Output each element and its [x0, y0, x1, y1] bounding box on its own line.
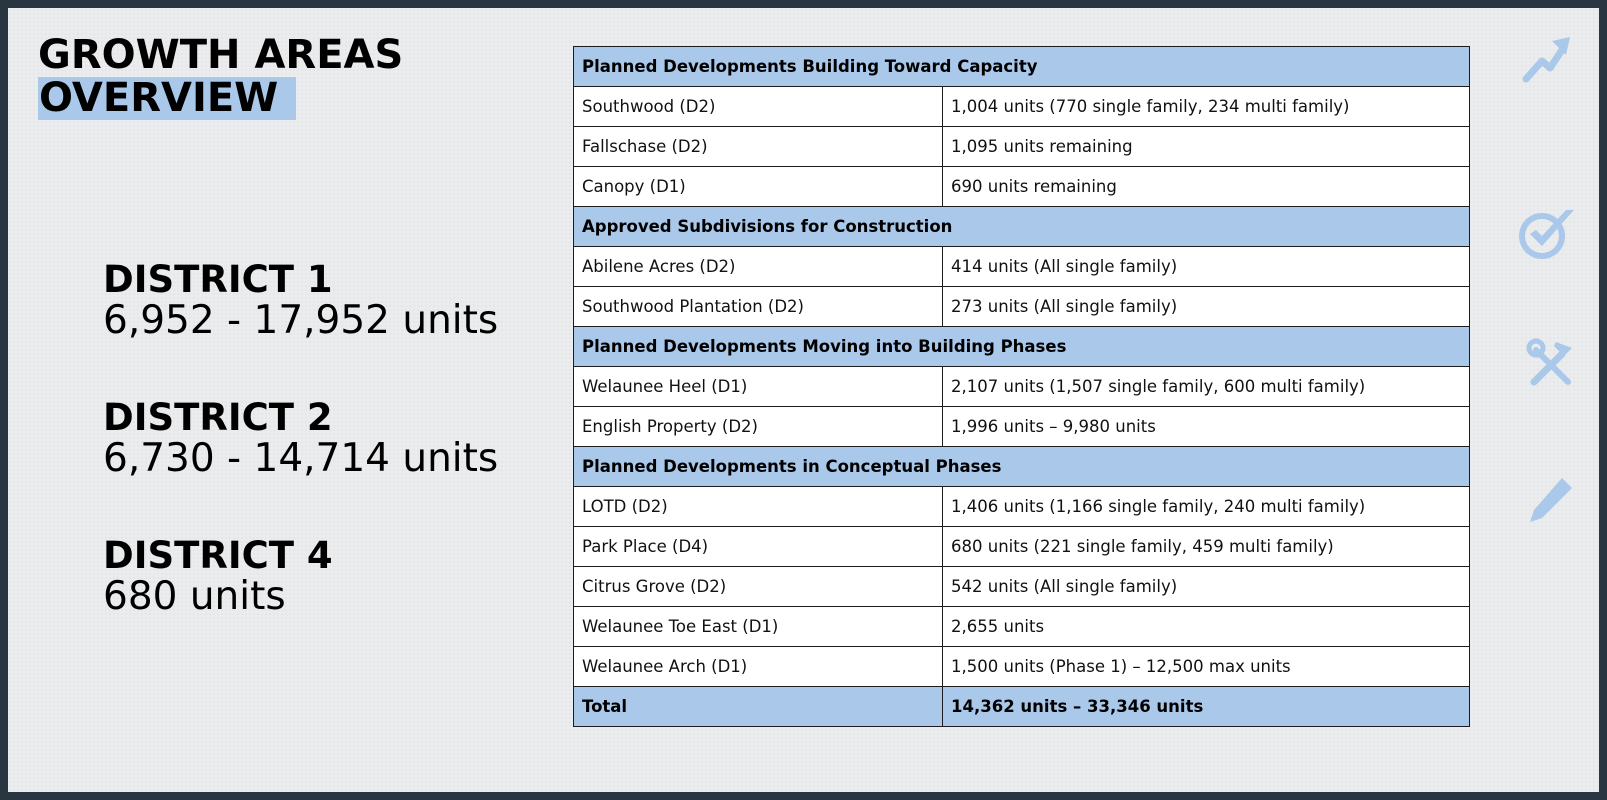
district-2-summary: DISTRICT 2 6,730 - 14,714 units — [103, 398, 498, 480]
table-row: LOTD (D2) 1,406 units (1,166 single fami… — [573, 486, 1470, 527]
development-name: English Property (D2) — [573, 406, 943, 447]
section-header-row: Planned Developments Moving into Buildin… — [573, 326, 1470, 367]
district-4-summary: DISTRICT 4 680 units — [103, 536, 333, 618]
development-name: Southwood (D2) — [573, 86, 943, 127]
table-row: Park Place (D4) 680 units (221 single fa… — [573, 526, 1470, 567]
table-row: Citrus Grove (D2) 542 units (All single … — [573, 566, 1470, 607]
district-1-summary: DISTRICT 1 6,952 - 17,952 units — [103, 260, 498, 342]
total-label: Total — [573, 686, 943, 727]
section-header: Approved Subdivisions for Construction — [573, 206, 1470, 247]
checkmark-circle-icon — [1519, 210, 1574, 259]
section-header-row: Approved Subdivisions for Construction — [573, 206, 1470, 247]
development-units: 273 units (All single family) — [942, 286, 1470, 327]
district-name: DISTRICT 1 — [103, 258, 333, 301]
development-units: 1,095 units remaining — [942, 126, 1470, 167]
development-name: Canopy (D1) — [573, 166, 943, 207]
development-units: 2,655 units — [942, 606, 1470, 647]
section-header: Planned Developments Moving into Buildin… — [573, 326, 1470, 367]
total-value: 14,362 units – 33,346 units — [942, 686, 1470, 727]
table-row: Fallschase (D2) 1,095 units remaining — [573, 126, 1470, 167]
table-row: Southwood (D2) 1,004 units (770 single f… — [573, 86, 1470, 127]
section-header-row: Planned Developments Building Toward Cap… — [573, 46, 1470, 87]
slide: GROWTH AREAS OVERVIEW DISTRICT 1 6,952 -… — [8, 8, 1599, 792]
table-row: Welaunee Toe East (D1) 2,655 units — [573, 606, 1470, 647]
development-units: 690 units remaining — [942, 166, 1470, 207]
table-row: English Property (D2) 1,996 units – 9,98… — [573, 406, 1470, 447]
development-units: 1,996 units – 9,980 units — [942, 406, 1470, 447]
district-units: 680 units — [103, 574, 286, 619]
development-units: 2,107 units (1,507 single family, 600 mu… — [942, 366, 1470, 407]
section-header-row: Planned Developments in Conceptual Phase… — [573, 446, 1470, 487]
development-name: Welaunee Arch (D1) — [573, 646, 943, 687]
table-row: Abilene Acres (D2) 414 units (All single… — [573, 246, 1470, 287]
page-title: GROWTH AREAS OVERVIEW — [38, 34, 403, 120]
pencil-icon — [1530, 478, 1572, 522]
district-units: 6,730 - 14,714 units — [103, 436, 499, 481]
table-row: Welaunee Heel (D1) 2,107 units (1,507 si… — [573, 366, 1470, 407]
total-row: Total 14,362 units – 33,346 units — [573, 686, 1470, 727]
title-line-1: GROWTH AREAS — [38, 32, 404, 78]
title-line-2: OVERVIEW — [38, 77, 297, 120]
development-name: Citrus Grove (D2) — [573, 566, 943, 607]
development-name: Welaunee Toe East (D1) — [573, 606, 943, 647]
development-units: 414 units (All single family) — [942, 246, 1470, 287]
development-name: Park Place (D4) — [573, 526, 943, 567]
development-name: Welaunee Heel (D1) — [573, 366, 943, 407]
table-row: Canopy (D1) 690 units remaining — [573, 166, 1470, 207]
trend-up-arrow-icon — [1522, 37, 1570, 83]
tools-icon — [1526, 338, 1572, 386]
section-header: Planned Developments Building Toward Cap… — [573, 46, 1470, 87]
development-name: Abilene Acres (D2) — [573, 246, 943, 287]
district-name: DISTRICT 4 — [103, 534, 333, 577]
development-name: Southwood Plantation (D2) — [573, 286, 943, 327]
table-row: Welaunee Arch (D1) 1,500 units (Phase 1)… — [573, 646, 1470, 687]
district-units: 6,952 - 17,952 units — [103, 298, 499, 343]
development-units: 1,004 units (770 single family, 234 mult… — [942, 86, 1470, 127]
district-name: DISTRICT 2 — [103, 396, 333, 439]
section-header: Planned Developments in Conceptual Phase… — [573, 446, 1470, 487]
development-units: 680 units (221 single family, 459 multi … — [942, 526, 1470, 567]
development-units: 542 units (All single family) — [942, 566, 1470, 607]
development-units: 1,500 units (Phase 1) – 12,500 max units — [942, 646, 1470, 687]
table-row: Southwood Plantation (D2) 273 units (All… — [573, 286, 1470, 327]
development-name: LOTD (D2) — [573, 486, 943, 527]
development-name: Fallschase (D2) — [573, 126, 943, 167]
development-units: 1,406 units (1,166 single family, 240 mu… — [942, 486, 1470, 527]
developments-table: Planned Developments Building Toward Cap… — [573, 46, 1470, 727]
